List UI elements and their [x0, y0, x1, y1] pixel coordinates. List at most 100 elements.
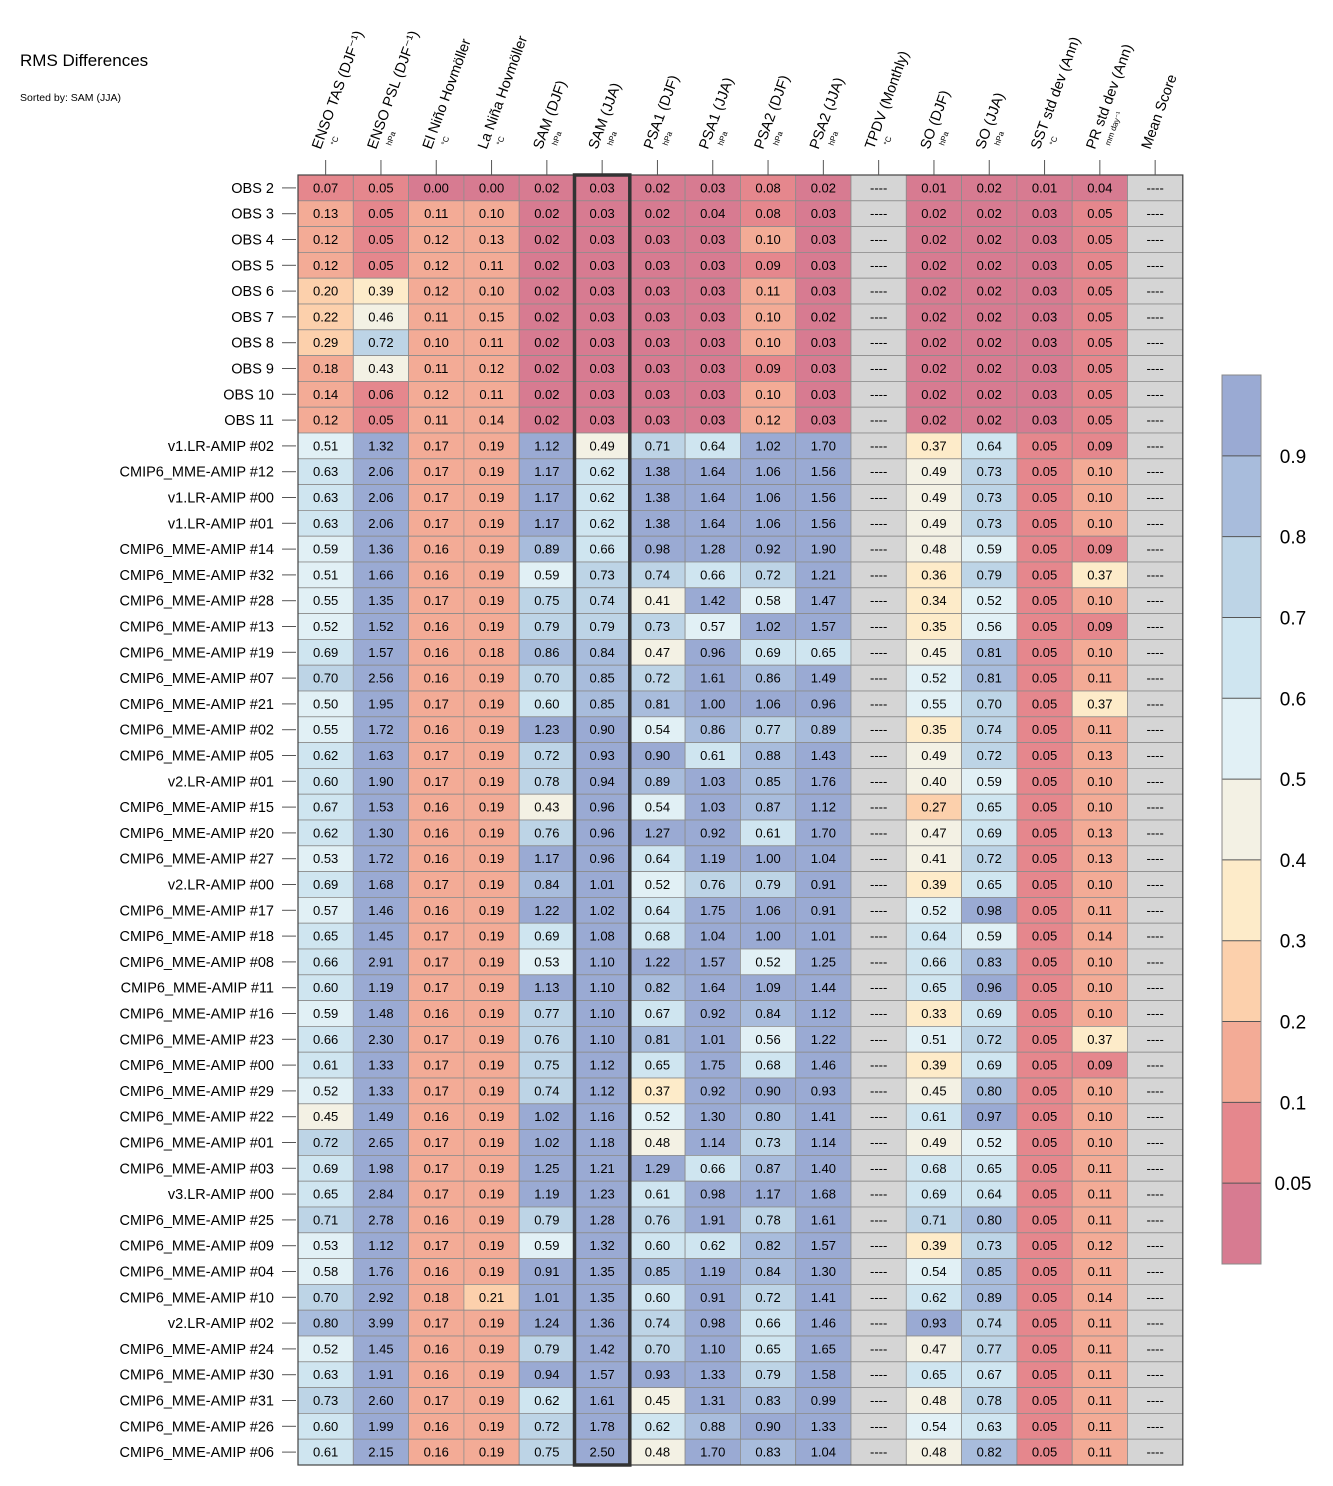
heatmap-cell [1127, 639, 1184, 666]
cell-value: 1.33 [700, 1367, 725, 1382]
heatmap-cell [1071, 226, 1128, 253]
cell-value: 0.02 [534, 206, 559, 221]
cell-value: ---- [1146, 980, 1163, 995]
heatmap-cell [518, 380, 575, 408]
cell-value: 0.39 [921, 877, 946, 892]
cell-value: 0.91 [811, 903, 836, 918]
heatmap-cell [684, 200, 741, 228]
heatmap-cell [1016, 871, 1073, 898]
cell-value: 0.55 [921, 696, 946, 711]
cell-value: 0.19 [479, 903, 504, 918]
cell-value: 0.73 [589, 567, 614, 582]
cell-value: 2.84 [368, 1187, 393, 1202]
cell-value: ---- [870, 258, 887, 273]
cell-value: 0.48 [645, 1445, 670, 1460]
cell-value: 1.76 [811, 774, 836, 789]
cell-value: 0.03 [1032, 413, 1057, 428]
cell-value: 0.65 [921, 1367, 946, 1382]
cell-value: 2.78 [368, 1212, 393, 1227]
heatmap-cell [740, 871, 797, 898]
cell-value: 0.17 [424, 877, 449, 892]
heatmap-cell [518, 871, 575, 898]
cell-value: 1.22 [534, 903, 559, 918]
cell-value: 0.05 [1087, 387, 1112, 402]
heatmap-cell [905, 1258, 962, 1285]
cell-value: 1.23 [534, 722, 559, 737]
cell-value: 0.10 [1087, 800, 1112, 815]
cell-value: 0.09 [1087, 438, 1112, 453]
cell-value: 0.07 [313, 180, 338, 195]
cell-value: 0.79 [755, 877, 780, 892]
cell-value: 0.81 [645, 1032, 670, 1047]
cell-value: 1.90 [811, 542, 836, 557]
heatmap-cell [905, 1026, 962, 1053]
cell-value: ---- [870, 929, 887, 944]
cell-value: 1.68 [368, 877, 393, 892]
cell-value: 0.73 [977, 464, 1002, 479]
heatmap-cell [463, 1309, 520, 1337]
cell-value: ---- [870, 619, 887, 634]
cell-value: ---- [1146, 361, 1163, 376]
heatmap-cell [574, 406, 631, 434]
cell-value: 0.11 [1088, 1264, 1112, 1279]
cell-value: 0.98 [700, 1187, 725, 1202]
heatmap-cell [1127, 587, 1184, 614]
heatmap-cell [1127, 1258, 1184, 1285]
colorbar-segment [1222, 1102, 1261, 1184]
cell-value: 0.72 [313, 1135, 338, 1150]
heatmap-cell [1071, 1026, 1128, 1053]
cell-value: 0.79 [977, 567, 1002, 582]
heatmap-cell [408, 871, 465, 898]
cell-value: 0.19 [479, 490, 504, 505]
heatmap-cell [629, 819, 686, 847]
cell-value: 0.41 [645, 593, 670, 608]
cell-value: 0.55 [313, 593, 338, 608]
heatmap-cell [740, 1335, 797, 1363]
cell-value: 0.03 [1032, 335, 1057, 350]
heatmap-cell [1127, 406, 1184, 434]
cell-value: ---- [1146, 825, 1163, 840]
cell-value: 0.05 [1032, 1419, 1057, 1434]
cell-value: ---- [870, 387, 887, 402]
cell-value: 0.74 [589, 593, 614, 608]
cell-value: 0.17 [424, 980, 449, 995]
heatmap-cell [684, 871, 741, 898]
cell-value: 0.49 [921, 516, 946, 531]
cell-value: 0.19 [479, 748, 504, 763]
heatmap-cell [850, 458, 907, 485]
cell-value: 0.00 [424, 180, 449, 195]
heatmap-cell [297, 974, 354, 1001]
cell-value: 0.13 [1087, 748, 1112, 763]
heatmap-cell [795, 535, 852, 563]
colorbar-tick-label: 0.05 [1275, 1174, 1312, 1195]
cell-value: ---- [870, 335, 887, 350]
cell-value: 0.61 [313, 1058, 338, 1073]
cell-value: 0.79 [755, 1367, 780, 1382]
heatmap-cell [518, 1206, 575, 1234]
cell-value: 0.67 [313, 800, 338, 815]
cell-value: 0.10 [1087, 1006, 1112, 1021]
cell-value: 1.17 [534, 464, 559, 479]
heatmap-cell [463, 716, 520, 743]
heatmap-cell [1016, 613, 1073, 640]
heatmap-cell [408, 1000, 465, 1027]
cell-value: 0.81 [977, 671, 1002, 686]
cell-value: 1.44 [811, 980, 836, 995]
cell-value: 0.51 [921, 1032, 946, 1047]
cell-value: ---- [870, 284, 887, 299]
heatmap-cell [1071, 871, 1128, 898]
cell-value: 0.17 [424, 1161, 449, 1176]
heatmap-cell [574, 1232, 631, 1260]
heatmap-cell [352, 793, 409, 821]
heatmap-cell [629, 432, 686, 460]
cell-value: 0.80 [755, 1109, 780, 1124]
cell-value: 0.75 [534, 1058, 559, 1073]
cell-value: 0.59 [534, 1238, 559, 1253]
cell-value: 0.10 [755, 232, 780, 247]
cell-value: ---- [1146, 464, 1163, 479]
heatmap-cell [463, 406, 520, 434]
cell-value: 0.71 [921, 1212, 946, 1227]
cell-value: 0.52 [755, 954, 780, 969]
heatmap-cell [961, 329, 1018, 356]
heatmap-cell [684, 690, 741, 718]
